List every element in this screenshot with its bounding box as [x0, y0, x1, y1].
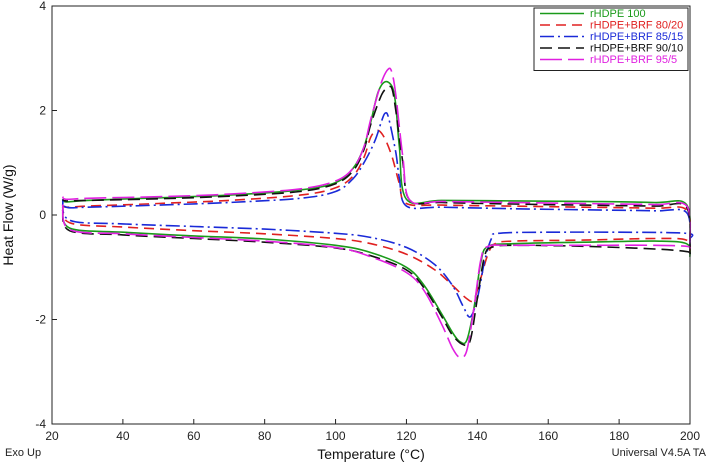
x-tick-label: 80 [258, 429, 272, 443]
y-tick-label: 4 [39, 0, 46, 13]
y-tick-label: -4 [35, 417, 46, 431]
x-tick-label: 180 [609, 429, 629, 443]
legend-label: rHDPE+BRF 95/5 [590, 54, 677, 66]
data-curves [61, 67, 694, 359]
y-tick-label: -2 [35, 313, 46, 327]
y-tick-label: 0 [39, 208, 46, 222]
series-line-heating-4 [61, 209, 692, 347]
legend-label: rHDPE+BRF 85/15 [590, 31, 683, 43]
x-tick-label: 60 [187, 429, 201, 443]
x-tick-label: 200 [680, 429, 700, 443]
plot-frame [51, 5, 691, 425]
series-line-cooling-3 [61, 112, 692, 247]
y-axis-title: Heat Flow (W/g) [0, 164, 16, 265]
series-line-heating-1 [61, 206, 692, 345]
series-line-cooling-4 [61, 85, 692, 255]
axis-ticks: 20 40 60 80 100 120 140 160 180 200 -4 -2 0 2 4 [35, 0, 700, 443]
y-tick-label: 2 [39, 104, 46, 118]
x-tick-label: 120 [396, 429, 416, 443]
series-line-cooling-2 [61, 129, 692, 242]
legend-label: rHDPE+BRF 80/20 [590, 20, 683, 32]
x-tick-label: 40 [116, 429, 130, 443]
legend-label: rHDPE 100 [590, 8, 646, 20]
x-tick-label: 160 [538, 429, 558, 443]
legend-label: rHDPE+BRF 90/10 [590, 43, 683, 55]
instrument-note: Universal V4.5A TA [612, 447, 707, 459]
series-line-cooling-5 [61, 67, 692, 244]
series-line-heating-5 [61, 204, 692, 359]
x-axis-title: Temperature (°C) [317, 446, 425, 462]
x-tick-label: 140 [467, 429, 487, 443]
series-line-heating-2 [61, 204, 692, 303]
x-tick-label: 20 [45, 429, 59, 443]
x-tick-label: 100 [326, 429, 346, 443]
series-line-cooling-1 [61, 80, 692, 247]
exo-up-note: Exo Up [5, 447, 41, 459]
series-line-heating-3 [61, 199, 694, 318]
